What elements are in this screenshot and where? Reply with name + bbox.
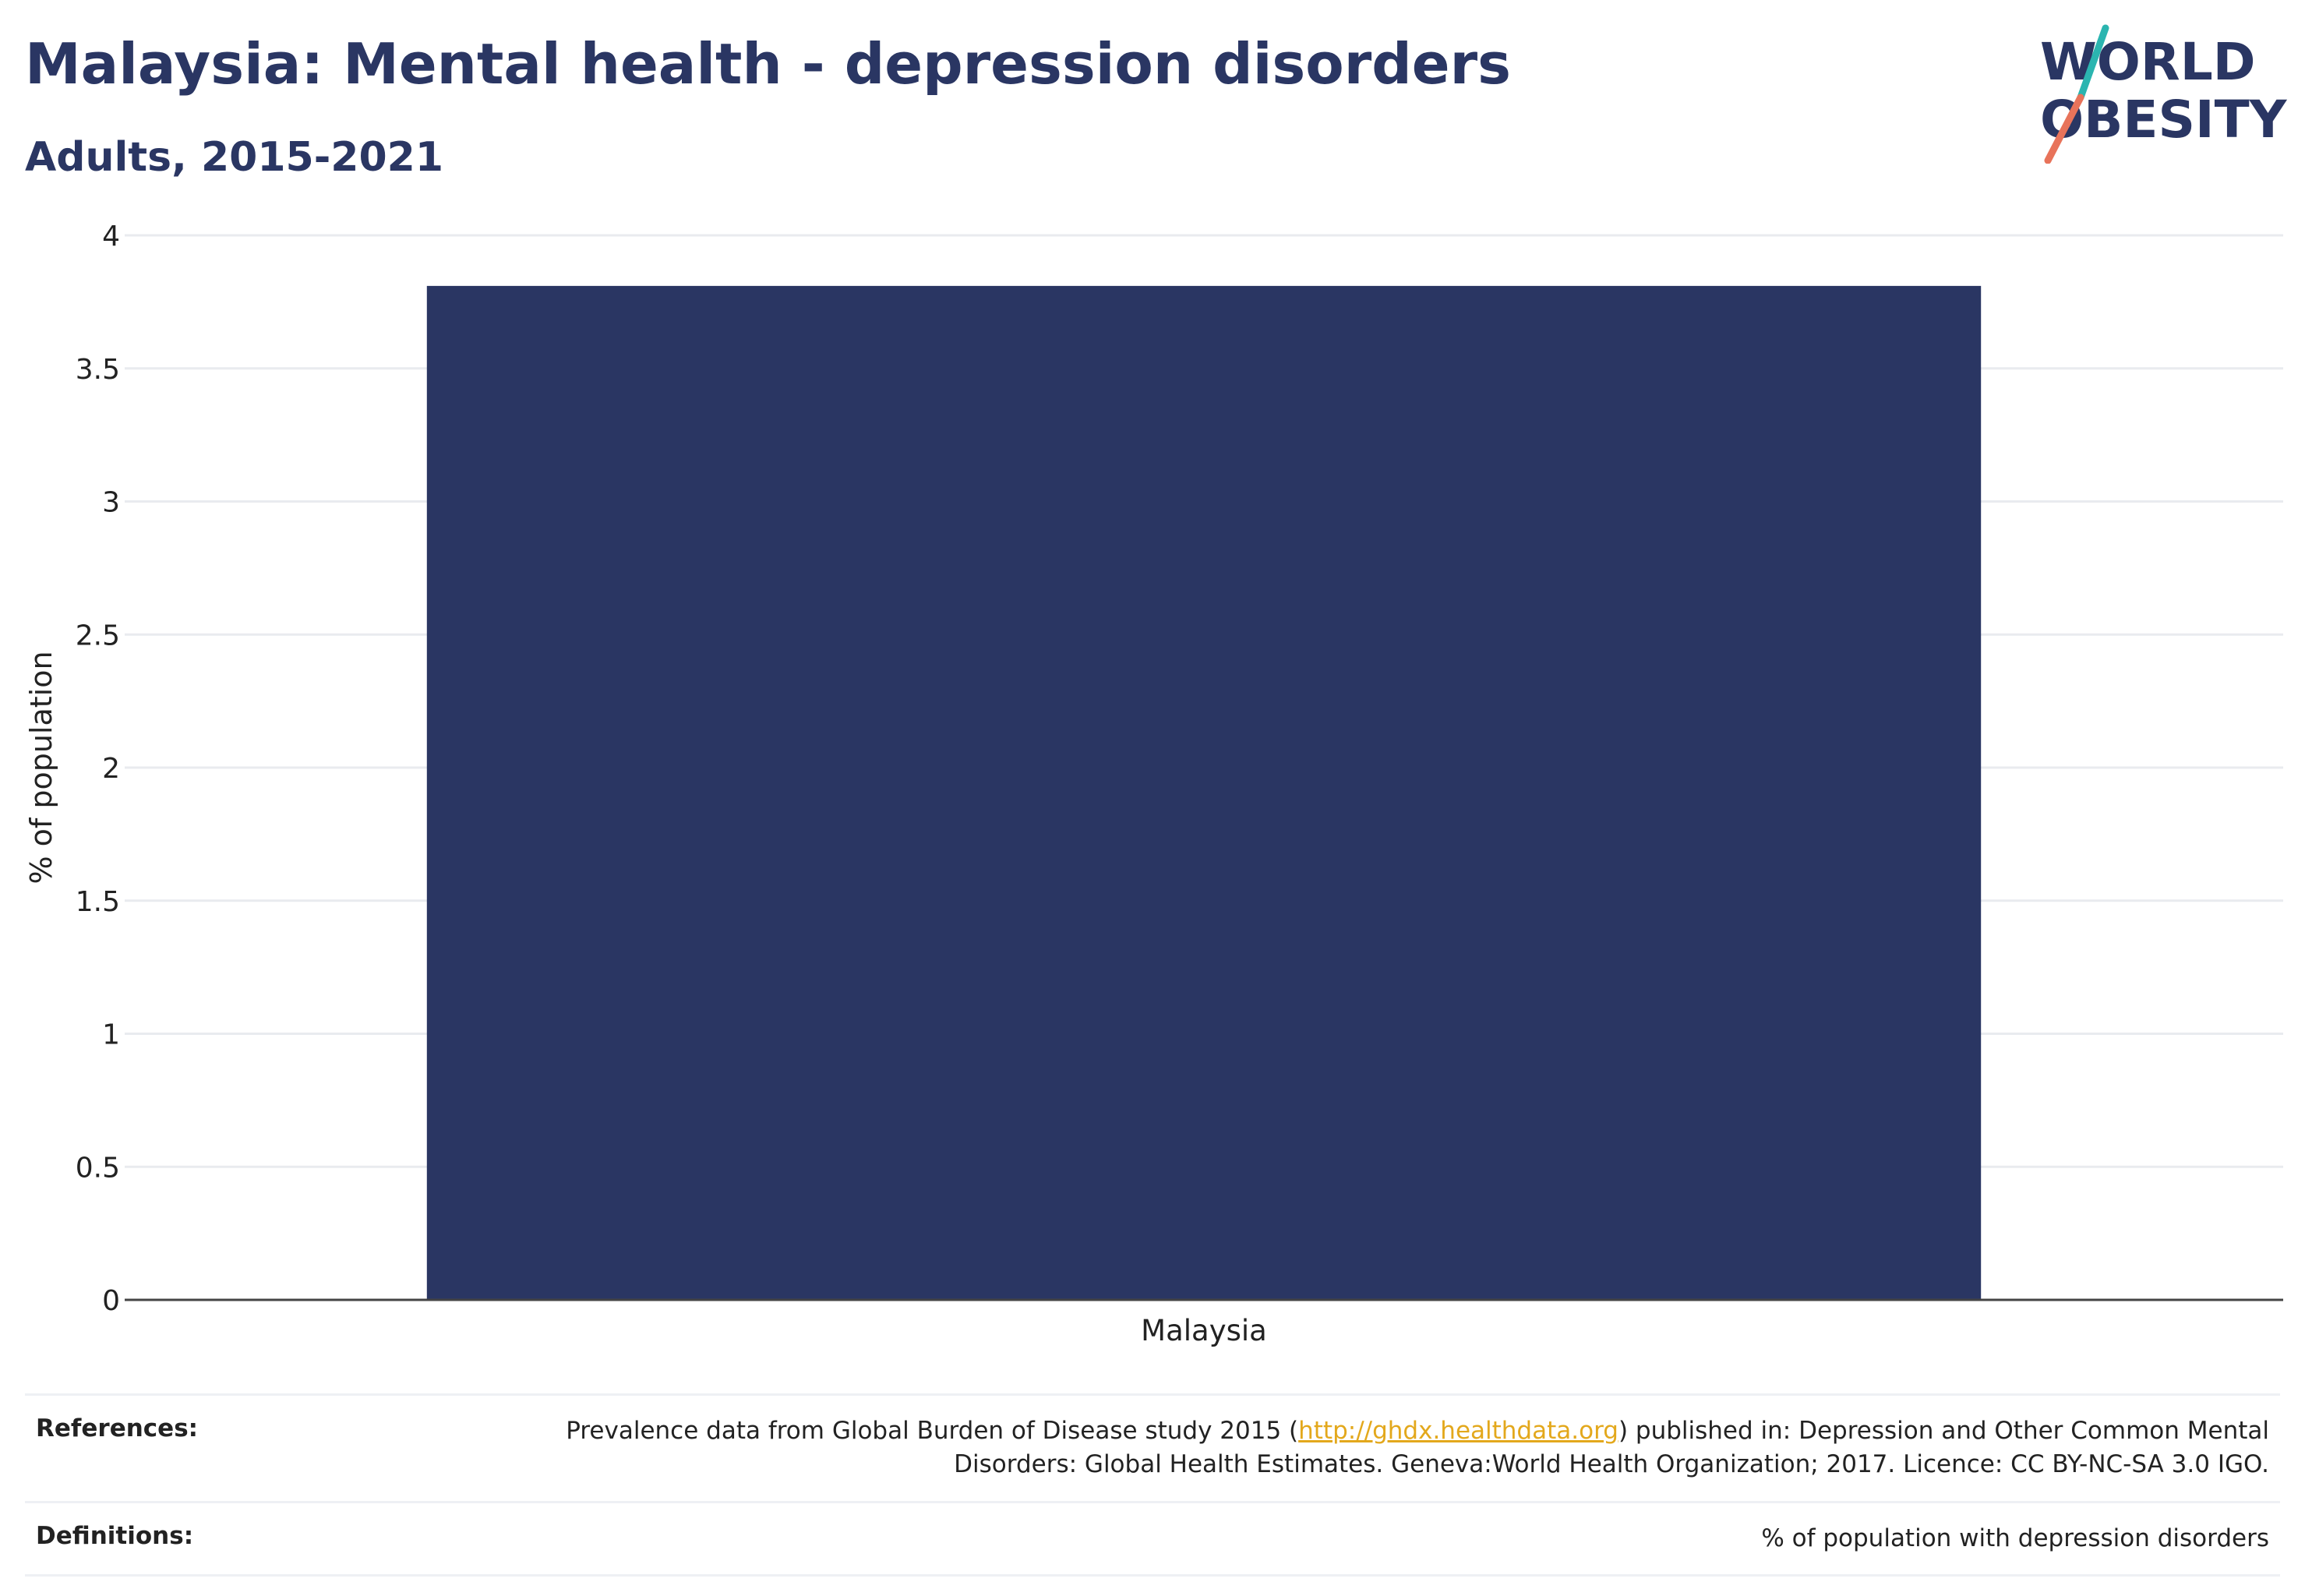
references-row: References: Prevalence data from Global … [25, 1393, 2280, 1501]
y-tick-label: 0 [102, 1285, 120, 1317]
chart-title: Malaysia: Mental health - depression dis… [25, 31, 1511, 97]
logo-line-world: WORLD [2040, 32, 2256, 92]
chart-footer: References: Prevalence data from Global … [25, 1393, 2280, 1577]
references-text-before: Prevalence data from Global Burden of Di… [566, 1417, 1299, 1445]
references-text-after: ) published in: Depression and Other Com… [954, 1417, 2269, 1479]
bar-malaysia[interactable] [426, 285, 1982, 1300]
references-link[interactable]: http://ghdx.healthdata.org [1298, 1417, 1618, 1445]
y-tick-label: 1 [102, 1019, 120, 1051]
logo-slash-top [2077, 24, 2109, 101]
definitions-row: Definitions: % of population with depres… [25, 1500, 2280, 1577]
references-label: References: [36, 1414, 199, 1442]
chart-subtitle: Adults, 2015-2021 [25, 134, 444, 181]
definitions-label: Definitions: [36, 1521, 194, 1550]
x-tick-labels: Malaysia [1141, 1314, 1267, 1347]
y-axis-label: % of population [24, 651, 58, 884]
y-tick-label: 0.5 [76, 1152, 120, 1184]
references-text: Prevalence data from Global Burden of Di… [555, 1414, 2269, 1482]
y-tick-label: 3 [102, 487, 120, 519]
bars [426, 285, 1982, 1300]
world-obesity-logo: WORLD OBESITY [2040, 24, 2288, 164]
y-tick-label: 4 [102, 221, 120, 252]
bar-chart: 0 0.5 1 1.5 2 2.5 3 3.5 4 Malaysia % of populati… [24, 221, 2283, 1347]
x-tick-label: Malaysia [1141, 1314, 1267, 1347]
y-tick-label: 3.5 [76, 354, 120, 386]
logo-slash-bottom [2044, 94, 2084, 164]
y-tick-labels: 0 0.5 1 1.5 2 2.5 3 3.5 4 [76, 221, 120, 1317]
y-tick-label: 1.5 [76, 886, 120, 918]
definitions-text: % of population with depression disorder… [1761, 1524, 2269, 1552]
y-tick-label: 2 [102, 753, 120, 785]
y-tick-label: 2.5 [76, 620, 120, 651]
